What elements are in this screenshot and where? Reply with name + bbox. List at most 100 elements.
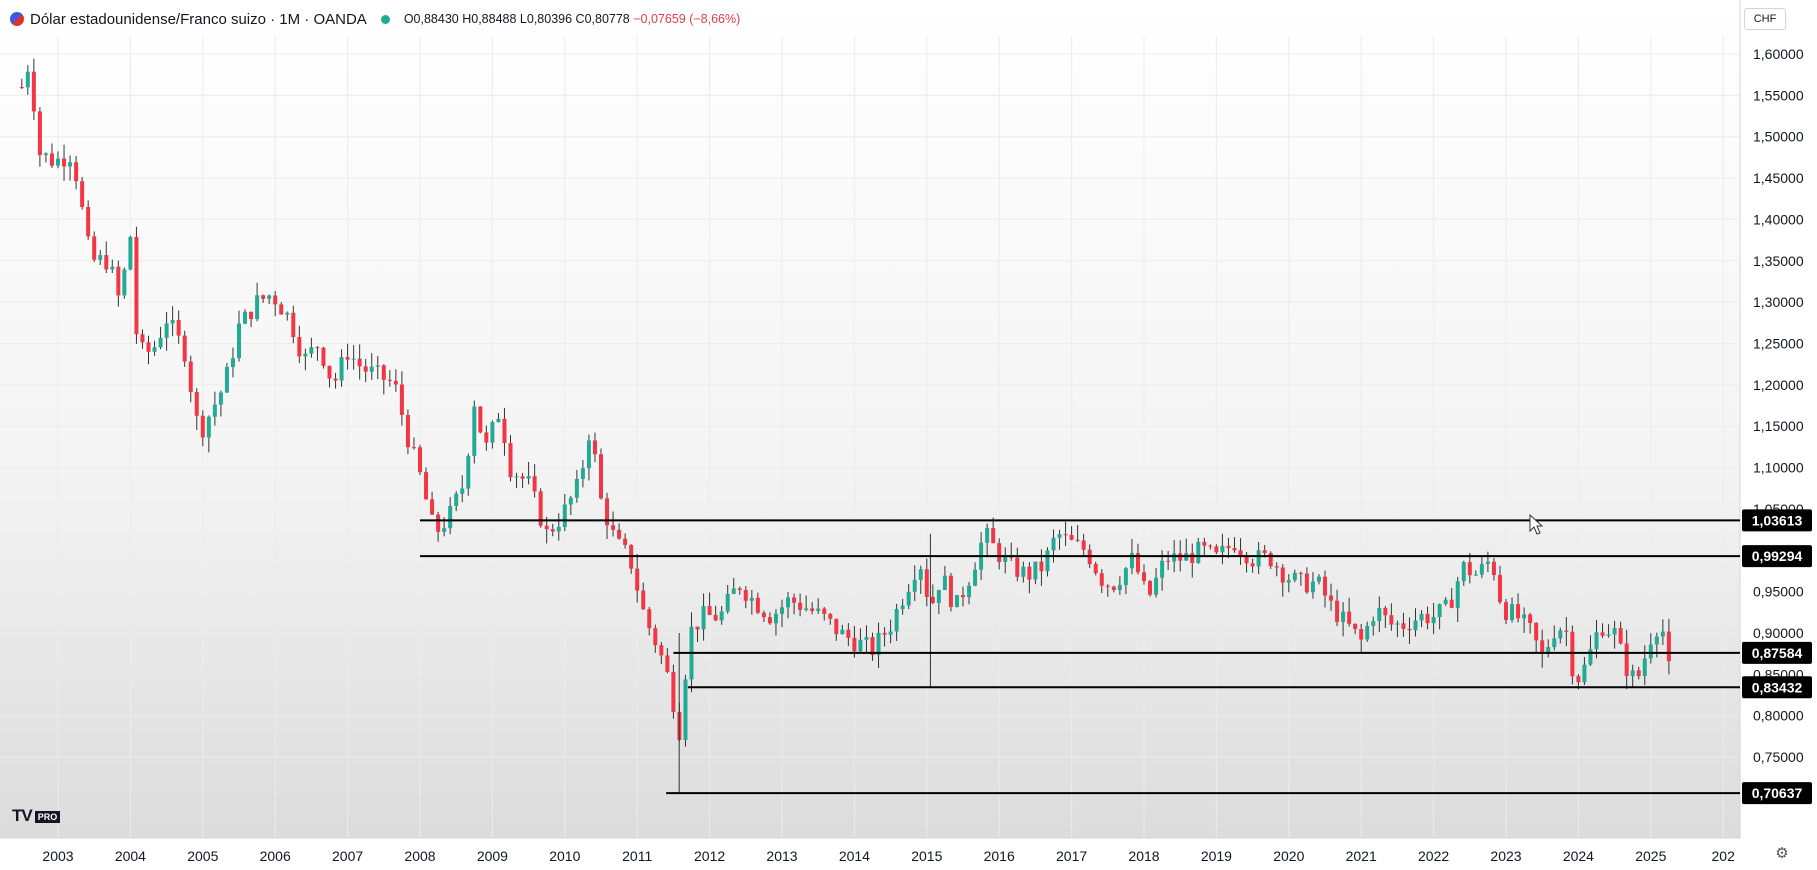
ohlc-low: L0,80396: [519, 12, 573, 26]
candle-body: [436, 514, 441, 532]
candle-body: [170, 320, 175, 324]
x-tick-label: 2014: [839, 848, 870, 864]
candle-body: [1497, 575, 1502, 603]
candle-body: [1576, 676, 1581, 683]
symbol-title[interactable]: Dólar estadounidense/Franco suizo · 1M ·…: [30, 10, 367, 28]
candle-body: [749, 597, 754, 601]
candle-body: [1123, 568, 1128, 586]
candle-body: [586, 440, 591, 469]
currency-button[interactable]: CHF: [1744, 8, 1786, 30]
candle-body: [1142, 572, 1146, 582]
candle-body: [1401, 623, 1406, 629]
candle-body: [605, 498, 610, 526]
candle-body: [1437, 604, 1442, 618]
candle-body: [1292, 572, 1297, 581]
candle-body: [1624, 643, 1629, 677]
candle-body: [224, 366, 229, 393]
candle-body: [562, 504, 567, 527]
candle-body: [792, 597, 797, 603]
candle-body: [1600, 632, 1605, 636]
candle-body: [321, 347, 326, 366]
gear-icon[interactable]: ⚙: [1775, 845, 1789, 862]
candle-body: [1238, 550, 1243, 556]
candle-body: [68, 162, 73, 167]
candle-body: [1570, 631, 1575, 677]
candle-body: [1455, 581, 1460, 608]
candle-body: [1359, 629, 1364, 640]
candle-body: [104, 255, 109, 270]
logo-text: TV: [12, 806, 33, 825]
x-tick-label: 2018: [1128, 848, 1159, 864]
candle-body: [484, 432, 489, 443]
candle-body: [182, 335, 187, 362]
candle-body: [62, 158, 67, 167]
level-price-tag[interactable]: [1742, 641, 1812, 664]
tradingview-logo[interactable]: TV PRO: [12, 806, 61, 826]
level-price-label: 0,99294: [1752, 548, 1803, 564]
candle-body: [1135, 553, 1140, 573]
candle-body: [411, 447, 416, 449]
candle-body: [315, 347, 320, 349]
candle-body: [249, 311, 254, 320]
candle-body: [158, 337, 163, 348]
candle-body: [74, 162, 79, 182]
candle-body: [405, 414, 410, 448]
level-price-tag[interactable]: [1742, 545, 1812, 568]
candle-body: [303, 353, 308, 357]
candle-body: [816, 608, 821, 611]
level-price-tag[interactable]: [1742, 676, 1812, 699]
candle-body: [1552, 638, 1557, 648]
candle-body: [804, 608, 809, 610]
candle-body: [1021, 566, 1026, 577]
candle-body: [1528, 614, 1533, 623]
x-tick-label: 2023: [1490, 848, 1521, 864]
ohlc-open: O0,88430: [403, 12, 459, 26]
candle-body: [1160, 560, 1165, 578]
x-tick-label: 2019: [1201, 848, 1232, 864]
plot-background: [0, 0, 1740, 838]
candle-body: [834, 618, 839, 635]
candle-body: [1654, 636, 1659, 645]
y-tick-label: 0,95000: [1753, 584, 1804, 600]
candle-body: [363, 366, 368, 372]
candle-body: [1045, 550, 1050, 572]
candle-body: [357, 358, 362, 367]
candle-body: [146, 342, 151, 352]
candle-body: [1003, 555, 1008, 563]
candle-body: [773, 613, 778, 624]
candle-body: [876, 632, 881, 656]
candle-body: [924, 569, 929, 597]
candle-body: [786, 597, 791, 608]
candle-body: [822, 608, 827, 614]
x-tick-label: 2007: [332, 848, 363, 864]
candle-body: [86, 207, 91, 237]
candle-body: [713, 614, 718, 621]
level-price-tag[interactable]: [1742, 509, 1812, 532]
x-tick-label: 2025: [1635, 848, 1666, 864]
candle-body: [761, 612, 766, 618]
candle-body: [1039, 561, 1044, 572]
candle-body: [237, 323, 241, 359]
candle-body: [80, 181, 85, 208]
candle-body: [140, 334, 145, 343]
level-price-tag[interactable]: [1742, 782, 1812, 805]
candle-body: [1443, 599, 1448, 605]
level-price-label: 0,83432: [1752, 679, 1803, 695]
candle-body: [1220, 545, 1225, 553]
x-tick-label: 2022: [1418, 848, 1449, 864]
candle-body: [393, 380, 398, 385]
price-axis[interactable]: [1740, 0, 1817, 870]
time-axis[interactable]: [0, 838, 1740, 870]
x-tick-label: 2015: [911, 848, 942, 864]
candle-body: [840, 629, 845, 635]
candle-body: [1419, 613, 1424, 621]
candle-body: [1166, 560, 1171, 562]
candle-body: [1666, 631, 1671, 662]
candle-body: [430, 499, 435, 515]
candle-body: [973, 569, 978, 586]
y-tick-label: 1,25000: [1753, 335, 1804, 351]
candle-body: [490, 422, 495, 443]
candle-body: [1244, 555, 1249, 564]
candle-body: [1208, 545, 1213, 547]
